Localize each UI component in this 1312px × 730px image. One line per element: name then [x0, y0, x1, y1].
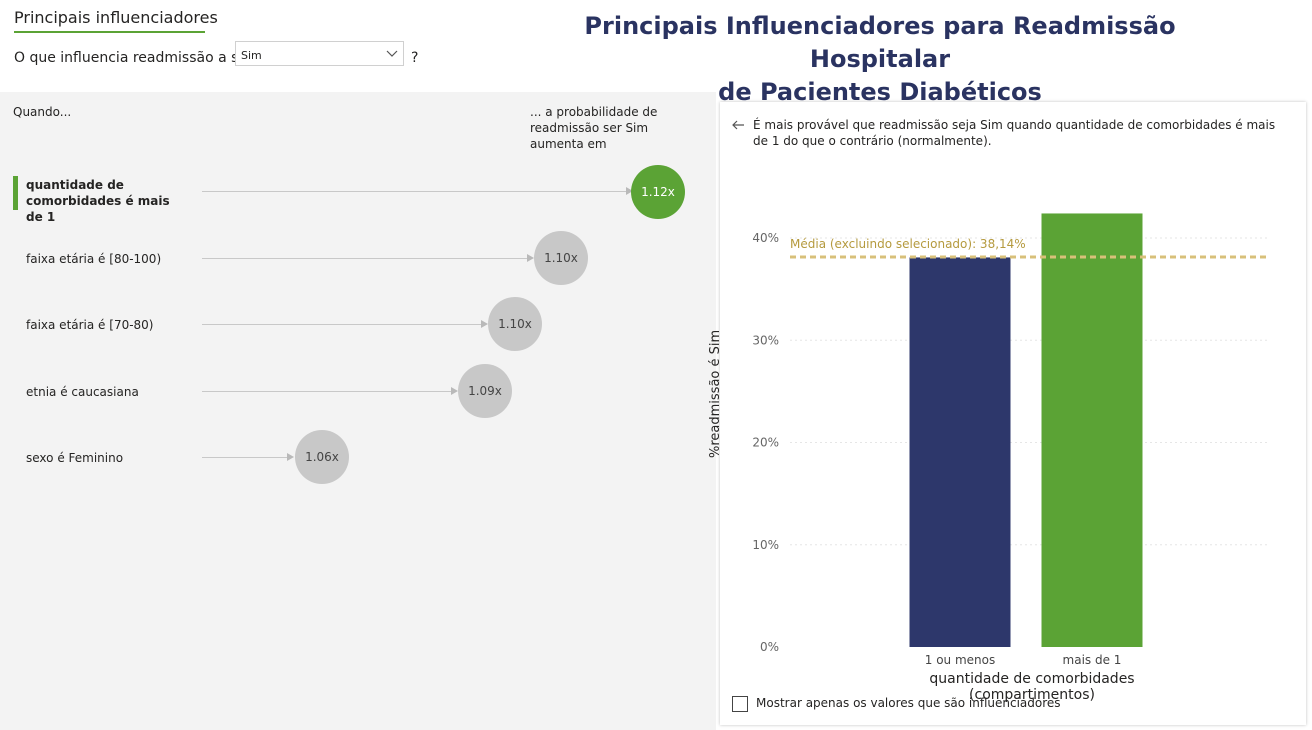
influencer-label: faixa etária é [70-80) [26, 318, 154, 332]
y-axis-title: %readmissão é Sim [708, 329, 723, 458]
y-tick-label: 20% [752, 436, 779, 450]
detail-card: É mais provável que readmissão seja Sim … [708, 102, 1306, 725]
explanation-text: É mais provável que readmissão seja Sim … [753, 118, 1276, 148]
influencer-row[interactable]: sexo é Feminino 1.06x [0, 430, 716, 486]
influencer-label: sexo é Feminino [26, 451, 124, 465]
bar [909, 257, 1011, 647]
influencers-only-label: Mostrar apenas os valores que são influe… [756, 696, 1061, 710]
tab-principais-influenciadores[interactable]: Principais influenciadores [14, 8, 218, 27]
influence-bubble[interactable]: 1.12x [631, 165, 685, 219]
probability-label: ... a probabilidade de readmissão ser Si… [530, 105, 658, 151]
chevron-down-icon [386, 50, 398, 57]
influencer-line [202, 258, 529, 259]
back-arrow-icon[interactable] [731, 118, 745, 132]
selected-marker [13, 176, 18, 210]
page-title: Principais Influenciadores para Readmiss… [520, 10, 1240, 109]
bar [1041, 213, 1143, 647]
influence-bubble[interactable]: 1.06x [295, 430, 349, 484]
influencer-line [202, 457, 289, 458]
influencers-only-checkbox[interactable] [732, 696, 748, 712]
arrow-icon [527, 254, 534, 262]
influencer-row[interactable]: quantidade de comorbidades é mais de 1 1… [0, 164, 716, 224]
comorbidity-bar-chart: 0% 10% 20% 30% 40% 1 ou menos mais de 1 [752, 213, 1268, 667]
x-axis-title: quantidade de comorbidades (compartiment… [929, 671, 1135, 703]
influence-bubble[interactable]: 1.10x [534, 231, 588, 285]
arrow-icon [481, 320, 488, 328]
arrow-icon [626, 187, 633, 195]
page-title-line1: Principais Influenciadores para Readmiss… [584, 12, 1176, 73]
tab-active-underline [14, 31, 205, 33]
outcome-dropdown[interactable]: Sim [235, 41, 404, 66]
influencer-label: quantidade de comorbidades é mais de 1 [26, 178, 170, 224]
influencer-row[interactable]: faixa etária é [70-80) 1.10x [0, 297, 716, 353]
y-tick-label: 30% [752, 333, 779, 347]
question-label: O que influencia readmissão a ser [14, 50, 253, 66]
influencer-line [202, 191, 628, 192]
average-label: Média (excluindo selecionado): 38,14% [790, 237, 1026, 251]
influencer-row[interactable]: etnia é caucasiana 1.09x [0, 363, 716, 419]
question-mark: ? [411, 50, 419, 66]
when-label: Quando... [13, 105, 72, 119]
influencer-line [202, 391, 453, 392]
arrow-icon [287, 453, 294, 461]
y-tick-label: 0% [760, 640, 779, 654]
x-tick-label: 1 ou menos [925, 653, 995, 667]
influencer-row[interactable]: faixa etária é [80-100) 1.10x [0, 230, 716, 286]
influencer-line [202, 324, 483, 325]
influencers-panel: Quando... ... a probabilidade de readmis… [0, 92, 716, 730]
arrow-icon [451, 387, 458, 395]
influence-bubble[interactable]: 1.10x [488, 297, 542, 351]
y-tick-label: 10% [752, 538, 779, 552]
influence-bubble[interactable]: 1.09x [458, 364, 512, 418]
influencer-label: faixa etária é [80-100) [26, 252, 162, 266]
outcome-dropdown-value: Sim [241, 49, 262, 62]
page-title-line2: de Pacientes Diabéticos [718, 78, 1042, 106]
y-tick-label: 40% [752, 231, 779, 245]
x-tick-label: mais de 1 [1063, 653, 1122, 667]
influencer-label: etnia é caucasiana [26, 385, 139, 399]
